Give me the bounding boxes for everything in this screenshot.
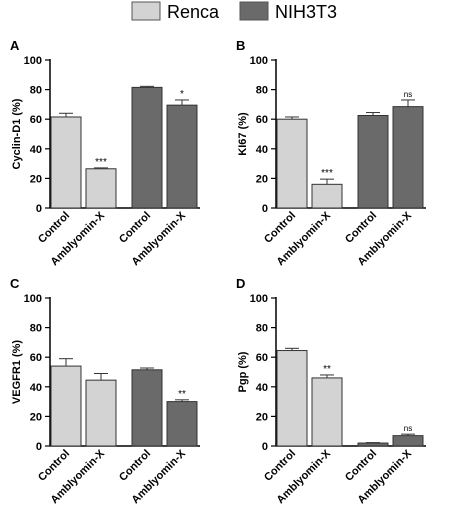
panel-letter: C [10, 276, 20, 291]
y-tick-label: 0 [36, 441, 42, 453]
y-tick-label: 20 [30, 173, 42, 185]
bar [50, 116, 82, 209]
y-axis-label: VEGFR1 (%) [11, 340, 23, 405]
bar [311, 377, 343, 447]
significance-label: ** [323, 364, 331, 375]
y-tick-label: 80 [256, 323, 268, 335]
bar [166, 401, 198, 447]
bar [131, 86, 163, 209]
y-axis-label: Cyclin-D1 (%) [11, 98, 23, 169]
y-tick-label: 0 [262, 203, 268, 215]
legend-label-nih3t3: NIH3T3 [275, 2, 337, 22]
bar [131, 369, 163, 447]
bar [166, 104, 198, 209]
y-tick-label: 40 [30, 382, 42, 394]
y-axis-label: Pgp (%) [237, 351, 249, 392]
y-tick-label: 0 [36, 203, 42, 215]
bar [85, 379, 117, 447]
bar [392, 106, 424, 209]
y-tick-label: 40 [30, 144, 42, 156]
y-tick-label: 40 [256, 382, 268, 394]
y-tick-label: 80 [30, 85, 42, 97]
y-tick-label: 100 [24, 55, 42, 67]
significance-label: ns [404, 424, 412, 433]
significance-label: ns [404, 90, 412, 99]
bar [357, 442, 389, 447]
y-tick-label: 100 [24, 293, 42, 305]
bar [85, 168, 117, 209]
y-tick-label: 80 [256, 85, 268, 97]
significance-label: *** [95, 157, 107, 168]
y-tick-label: 60 [30, 114, 42, 126]
panel-letter: B [236, 38, 245, 53]
y-tick-label: 60 [256, 114, 268, 126]
significance-label: *** [321, 168, 333, 179]
bar [357, 115, 389, 209]
y-tick-label: 80 [30, 323, 42, 335]
y-tick-label: 60 [30, 352, 42, 364]
y-tick-label: 100 [250, 55, 268, 67]
y-axis-label: KI67 (%) [237, 112, 249, 156]
y-tick-label: 40 [256, 144, 268, 156]
bar [50, 365, 82, 447]
bar [276, 118, 308, 209]
y-tick-label: 20 [256, 173, 268, 185]
y-tick-label: 20 [256, 411, 268, 423]
panel-letter: D [236, 276, 245, 291]
significance-label: * [180, 89, 184, 100]
y-tick-label: 60 [256, 352, 268, 364]
legend: Renca NIH3T3 [131, 1, 337, 22]
y-tick-label: 0 [262, 441, 268, 453]
bar [276, 350, 308, 447]
y-tick-label: 100 [250, 293, 268, 305]
legend-swatch-renca [131, 1, 161, 21]
y-tick-label: 20 [30, 411, 42, 423]
legend-label-renca: Renca [167, 2, 220, 22]
bar [392, 435, 424, 447]
bar [311, 183, 343, 209]
legend-swatch-nih3t3 [239, 1, 269, 21]
significance-label: ** [178, 389, 186, 400]
panel-letter: A [10, 38, 20, 53]
